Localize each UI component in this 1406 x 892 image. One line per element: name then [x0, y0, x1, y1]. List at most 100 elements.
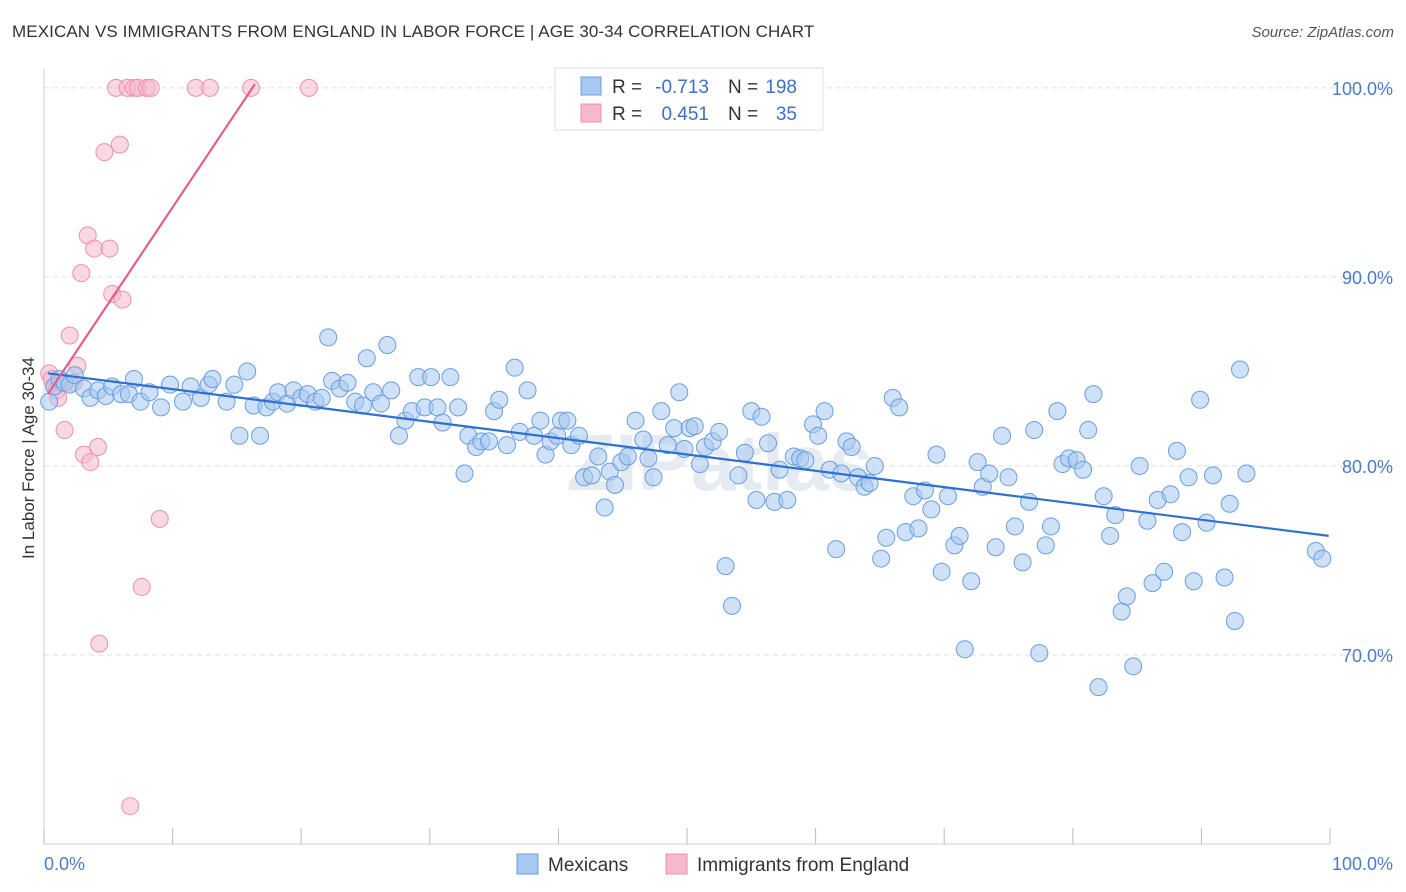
mexicans-point — [1079, 421, 1098, 440]
mexicans-point — [639, 449, 658, 468]
stats-legend: R = -0.713 N = 198 R = 0.451 N = 35 — [554, 67, 824, 131]
mexicans-point — [1112, 602, 1131, 621]
legend-n-label-1: N = — [728, 104, 758, 125]
mexicans-point — [922, 500, 941, 519]
mexicans-point — [203, 370, 222, 388]
mexicans-point — [890, 398, 909, 417]
mexicans-point — [626, 411, 645, 430]
mexicans-point — [378, 335, 397, 354]
mexicans-point — [1237, 464, 1256, 483]
mexicans-point — [1020, 492, 1039, 511]
legend-n-value-0: 198 — [765, 77, 797, 98]
mexicans-point — [1215, 568, 1234, 587]
england-point — [132, 577, 151, 596]
mexicans-point — [729, 466, 748, 485]
x-tick-labels: 0.0% 100.0% — [44, 854, 1393, 874]
mexicans-point — [670, 383, 689, 402]
mexicans-point — [980, 464, 999, 483]
mexicans-point — [371, 394, 390, 413]
mexicans-point — [1143, 574, 1162, 593]
mexicans-point — [796, 451, 815, 470]
mexicans-point — [518, 381, 537, 400]
mexicans-point — [658, 436, 677, 455]
mexicans-point — [909, 519, 928, 538]
legend-mexicans-swatch — [516, 853, 539, 875]
mexicans-point — [1094, 487, 1113, 506]
y-tick-label: 100.0% — [1332, 79, 1393, 99]
y-axis-title: In Labor Force | Age 30-34 — [19, 357, 38, 559]
england-point — [100, 239, 119, 258]
mexicans-point — [1101, 526, 1120, 545]
mexicans-point — [1191, 390, 1210, 409]
series-legend: Mexicans Immigrants from England — [516, 853, 909, 876]
mexicans-point — [1220, 494, 1239, 513]
mexicans-point — [497, 436, 516, 455]
y-tick-label: 70.0% — [1342, 646, 1393, 666]
mexicans-point — [735, 443, 754, 462]
mexicans-point — [422, 368, 441, 387]
england-point — [121, 797, 140, 816]
mexicans-point — [1161, 485, 1180, 504]
england-point — [200, 78, 219, 97]
legend-n-value-1: 35 — [776, 104, 797, 125]
mexicans-point — [710, 422, 729, 441]
mexicans-point — [319, 328, 338, 347]
mexicans-point — [1179, 468, 1198, 487]
mexicans-point — [152, 398, 171, 417]
england-point — [81, 453, 100, 472]
mexicans-point — [927, 445, 946, 464]
axes — [43, 69, 1331, 845]
england-point — [90, 634, 109, 653]
mexicans-point — [230, 426, 249, 445]
england-trendline — [46, 83, 256, 395]
mexicans-point — [1184, 572, 1203, 591]
england-point — [141, 78, 160, 97]
mexicans-point — [665, 419, 684, 438]
mexicans-point — [939, 487, 958, 506]
mexicans-point — [1036, 536, 1055, 555]
mexicans-point — [1089, 678, 1108, 697]
mexicans-point — [505, 358, 524, 377]
mexicans-point — [778, 490, 797, 509]
mexicans-point — [558, 411, 577, 430]
legend-england-swatch — [665, 853, 688, 875]
y-tick-label: 90.0% — [1342, 268, 1393, 288]
mexicans-point — [1005, 517, 1024, 536]
mexicans-point — [1167, 441, 1186, 460]
mexicans-point — [441, 368, 460, 387]
mexicans-point — [428, 398, 447, 417]
mexicans-point — [770, 460, 789, 479]
england-point — [60, 326, 79, 345]
mexicans-point — [1313, 549, 1332, 568]
mexicans-swatch — [580, 76, 602, 96]
england-point — [299, 78, 318, 97]
mexicans-point — [747, 490, 766, 509]
england-point — [110, 135, 129, 154]
mexicans-point — [1117, 587, 1136, 606]
mexicans-point — [809, 426, 828, 445]
mexicans-point — [449, 398, 468, 417]
mexicans-point — [634, 430, 653, 449]
mexicans-point — [842, 438, 861, 457]
mexicans-point — [950, 526, 969, 545]
mexicans-point — [685, 417, 704, 436]
mexicans-point — [815, 402, 834, 421]
mexicans-point — [1225, 611, 1244, 630]
mexicans-point — [877, 528, 896, 547]
england-point — [72, 264, 91, 283]
mexicans-point — [1173, 523, 1192, 542]
legend-n-label-0: N = — [728, 77, 758, 98]
mexicans-point — [652, 402, 671, 421]
mexicans-point — [1025, 421, 1044, 440]
chart-title: MEXICAN VS IMMIGRANTS FROM ENGLAND IN LA… — [12, 22, 815, 41]
mexicans-point — [140, 383, 159, 402]
x-tick-label-max: 100.0% — [1332, 854, 1393, 874]
mexicans-point — [827, 540, 846, 559]
mexicans-trendline — [47, 372, 1329, 537]
y-tick-labels: 70.0% 80.0% 90.0% 100.0% — [1332, 79, 1393, 666]
mexicans-point — [968, 453, 987, 472]
mexicans-point — [40, 392, 59, 411]
mexicans-point — [1197, 513, 1216, 532]
mexicans-point — [759, 434, 778, 453]
mexicans-point — [589, 447, 608, 466]
